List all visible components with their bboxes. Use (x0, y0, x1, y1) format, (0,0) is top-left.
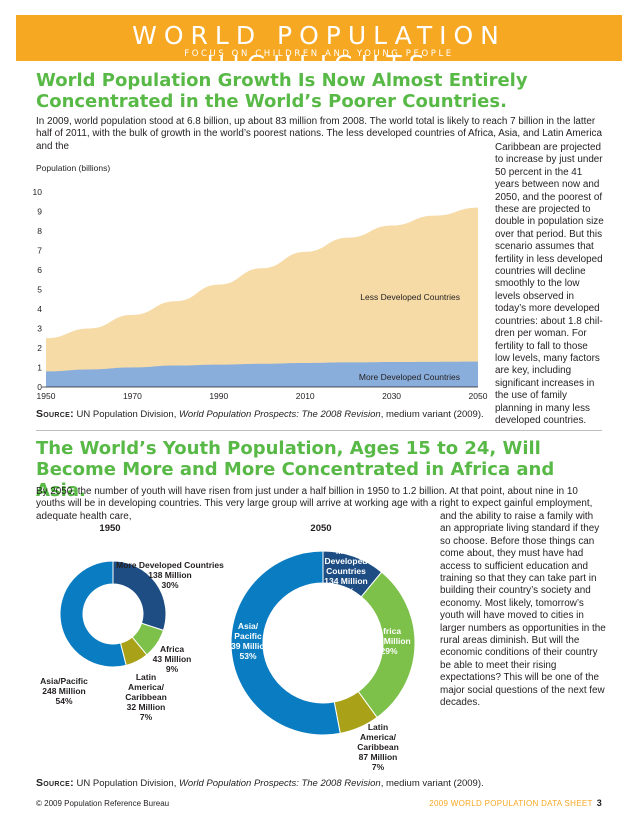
section2-paragraph-b: and the ability to raise a family with a… (440, 511, 606, 709)
x-tick-label: 2050 (469, 391, 488, 401)
section1-source: Source: UN Population Division, World Po… (36, 408, 484, 420)
source-title: World Population Prospects: The 2008 Rev… (178, 778, 381, 789)
section-divider (36, 430, 602, 431)
donut-label-2050-0: More Developed Countries 134 Million 11% (324, 546, 367, 596)
y-tick-label: 6 (37, 265, 42, 275)
section2-source: Source: UN Population Division, World Po… (36, 777, 484, 789)
area-less-developed (46, 207, 478, 387)
donut-label-1950-0: More Developed Countries 138 Million 30% (116, 560, 224, 590)
source-pre: UN Population Division, (76, 409, 177, 420)
x-tick-label: 2010 (296, 391, 315, 401)
footer-copyright: © 2009 Population Reference Bureau (36, 799, 170, 808)
source-title: World Population Prospects: The 2008 Rev… (178, 409, 381, 420)
donut-year-2050: 2050 (310, 523, 331, 534)
header-banner: WORLD POPULATION HIGHLIGHTS FOCUS ON CHI… (16, 15, 622, 79)
y-tick-label: 10 (33, 187, 43, 197)
banner-title: WORLD POPULATION HIGHLIGHTS (132, 21, 506, 79)
section2-paragraph-a: By 2050, the number of youth will have r… (36, 486, 593, 522)
donut-label-2050-3: Asia/Pacific 639 Million 53% (226, 621, 269, 661)
y-tick-label: 8 (37, 226, 42, 236)
series-label-more-developed: More Developed Countries (359, 372, 460, 382)
banner-subtitle: FOCUS ON CHILDREN AND YOUNG PEOPLE (184, 49, 454, 59)
y-tick-label: 4 (37, 304, 42, 314)
source-post: , medium variant (2009). (380, 778, 484, 789)
source-label: Source: (36, 777, 74, 789)
footer-sheet: 2009 WORLD POPULATION DATA SHEET 3 (429, 798, 602, 808)
donut-label-1950-1: Africa 43 Million 9% (153, 644, 192, 674)
y-tick-label: 2 (37, 343, 42, 353)
x-tick-label: 1950 (37, 391, 56, 401)
donut-label-2050-2: Latin America/Caribbean 87 Million 7% (357, 722, 399, 772)
series-label-less-developed: Less Developed Countries (360, 292, 460, 302)
donut-slice-1950-3 (59, 560, 127, 668)
y-tick-label: 0 (37, 382, 42, 392)
donut-slice-2050-3 (230, 550, 341, 736)
y-tick-label: 1 (37, 363, 42, 373)
section1-heading: World Population Growth Is Now Almost En… (36, 70, 528, 112)
section1-paragraph-b: Caribbean are projected to increase by j… (495, 142, 604, 426)
section2-heading: The World’s Youth Population, Ages 15 to… (36, 438, 555, 501)
donut-year-1950: 1950 (99, 523, 120, 534)
x-tick-label: 2030 (382, 391, 401, 401)
donut-label-1950-3: Asia/Pacific 248 Million 54% (40, 676, 88, 706)
page-number: 3 (596, 798, 602, 808)
donut-label-2050-1: Africa 348 Million 29% (367, 626, 410, 656)
source-label: Source: (36, 408, 74, 420)
y-tick-label: 3 (37, 324, 42, 334)
source-pre: UN Population Division, (76, 778, 177, 789)
area-more-developed (46, 361, 478, 387)
footer-sheet-title: 2009 WORLD POPULATION DATA SHEET (429, 799, 593, 808)
section1-paragraph-a: In 2009, world population stood at 6.8 b… (36, 116, 602, 152)
population-chart-ylabel: Population (billions) (36, 163, 111, 173)
y-tick-label: 9 (37, 207, 42, 217)
source-post: , medium variant (2009). (380, 409, 484, 420)
y-tick-label: 7 (37, 246, 42, 256)
donut-label-1950-2: Latin America/Caribbean 32 Million 7% (125, 672, 167, 722)
x-tick-label: 1970 (123, 391, 142, 401)
y-tick-label: 5 (37, 285, 42, 295)
x-tick-label: 1990 (209, 391, 228, 401)
